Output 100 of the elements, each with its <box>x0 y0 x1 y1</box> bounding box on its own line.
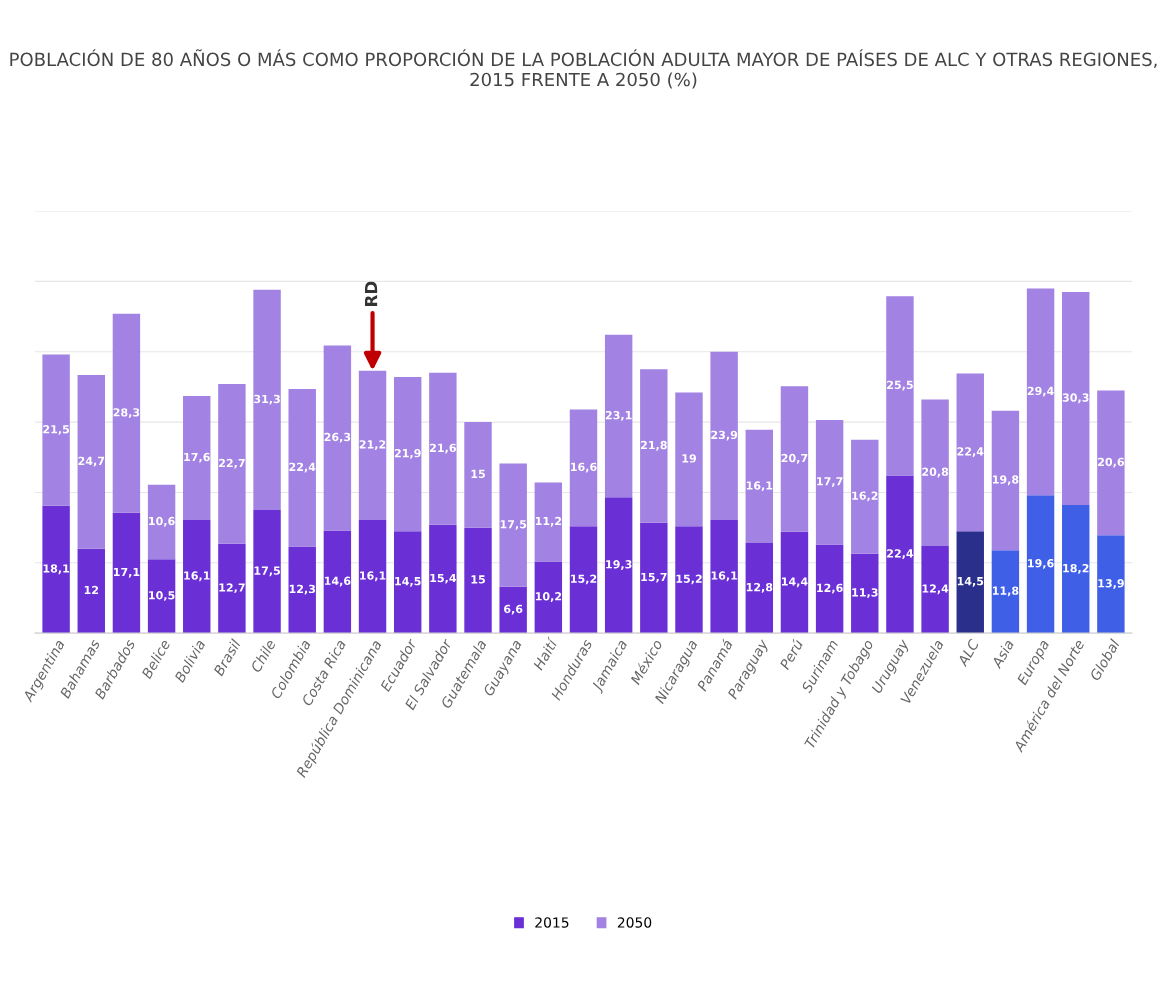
bar <box>1097 390 1125 536</box>
data-label: 30,3 <box>1062 393 1089 404</box>
data-label: 19,8 <box>992 475 1019 486</box>
data-label: 23,9 <box>711 430 738 441</box>
legend-label: 2050 <box>617 917 652 928</box>
bar <box>323 530 352 634</box>
bar <box>393 531 422 634</box>
bar <box>604 497 633 634</box>
bar <box>429 372 457 525</box>
data-label: 12,3 <box>289 584 316 595</box>
bar <box>886 475 914 634</box>
bar <box>745 429 774 544</box>
data-label: 15 <box>471 575 485 584</box>
bar <box>499 586 527 634</box>
data-label: 16,1 <box>711 571 738 582</box>
data-label: 14,6 <box>324 576 351 587</box>
data-label: 15,4 <box>430 573 457 584</box>
bar <box>1062 291 1090 506</box>
data-label: 20,6 <box>1098 457 1124 468</box>
data-label: 22,4 <box>957 447 984 457</box>
data-label: 28,3 <box>113 408 140 418</box>
data-label: 15,2 <box>676 574 702 585</box>
data-label: 11,8 <box>992 586 1019 597</box>
data-label: 17,1 <box>113 567 140 578</box>
bar <box>710 351 738 520</box>
bar <box>640 522 668 634</box>
bar <box>886 296 914 476</box>
bar <box>956 531 984 634</box>
bar <box>780 531 809 634</box>
data-label: 6,6 <box>504 604 523 615</box>
data-label: 15,2 <box>571 574 597 585</box>
data-label: 12,7 <box>219 583 245 594</box>
data-label: 12,4 <box>922 584 949 595</box>
data-label: 15,7 <box>641 572 667 583</box>
bar <box>956 373 984 532</box>
data-label: 12,6 <box>817 583 843 594</box>
bar <box>183 519 211 634</box>
data-label: 19,6 <box>1028 559 1054 569</box>
bar <box>429 524 457 634</box>
data-label: 12 <box>84 585 99 595</box>
bar <box>464 527 492 634</box>
bar <box>77 548 105 634</box>
bar <box>1026 495 1055 634</box>
bar <box>815 419 844 545</box>
data-label: 13,9 <box>1098 579 1124 589</box>
data-label: 11,2 <box>535 516 562 527</box>
data-label: 14,5 <box>395 577 421 587</box>
data-label: 22,7 <box>219 458 245 469</box>
data-label: 14,5 <box>957 577 984 587</box>
bar <box>921 399 949 546</box>
data-label: 16,6 <box>571 462 597 473</box>
data-label: 21,5 <box>43 425 70 435</box>
annotation: RD <box>364 281 378 306</box>
bar <box>1062 505 1090 634</box>
bar <box>358 519 387 634</box>
bar <box>323 345 352 531</box>
data-label: 10,5 <box>149 591 175 601</box>
data-label: 18,1 <box>43 564 70 575</box>
data-label: 15 <box>471 469 485 479</box>
bar <box>534 482 563 562</box>
bar <box>218 384 246 544</box>
data-label: 16,1 <box>360 571 386 582</box>
bar <box>393 377 422 532</box>
bar <box>569 409 598 527</box>
data-label: 29,4 <box>1027 386 1054 397</box>
data-label: 31,3 <box>254 394 280 405</box>
data-label: 10,6 <box>149 516 175 527</box>
bar <box>921 545 949 634</box>
bar <box>288 546 316 634</box>
bar <box>147 484 176 560</box>
bar <box>569 526 598 634</box>
bar <box>147 559 176 634</box>
bar <box>42 505 70 634</box>
data-label: 21,2 <box>359 440 386 450</box>
bar <box>851 439 879 554</box>
data-label: 21,6 <box>430 443 456 454</box>
data-label: 16,2 <box>852 491 878 502</box>
bar <box>77 374 105 549</box>
bar <box>112 313 141 513</box>
bar <box>604 334 633 498</box>
bar <box>253 289 281 511</box>
data-label: 25,5 <box>887 380 913 391</box>
bar <box>464 422 492 528</box>
data-label: 24,7 <box>78 456 105 467</box>
data-label: 21,8 <box>640 440 667 451</box>
data-label: 23,1 <box>605 410 632 421</box>
bar <box>1026 288 1055 496</box>
data-label: 19 <box>682 454 696 463</box>
data-label: 12,8 <box>746 582 773 593</box>
data-label: 11,3 <box>852 588 878 599</box>
data-label: 20,7 <box>781 453 808 464</box>
data-label: 21,9 <box>394 448 421 459</box>
data-label: 22,4 <box>887 549 914 559</box>
bar <box>675 526 703 634</box>
data-label: 20,8 <box>922 467 949 478</box>
chart-title: POBLACIÓN DE 80 AÑOS O MÁS COMO PROPORCIÓN DE LA POBLACIÓN ADULTA MAYOR DE PAÍSES DE ALC Y OTRAS REGIONES, 2015 FRENTE A 2050 (%) <box>10 49 1157 89</box>
bar <box>42 354 70 506</box>
data-label: 17,6 <box>184 452 210 463</box>
bar <box>991 410 1020 551</box>
bar <box>112 512 141 634</box>
